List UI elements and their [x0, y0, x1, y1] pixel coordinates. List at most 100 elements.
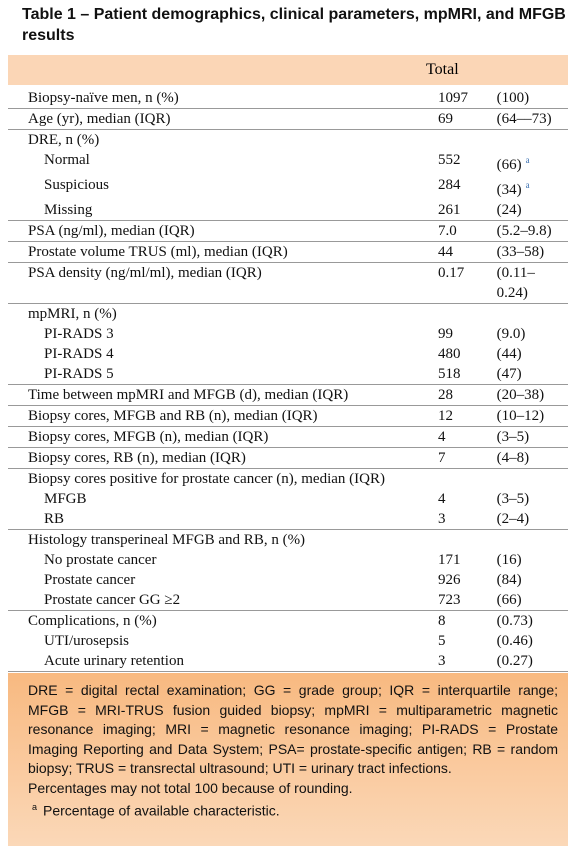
table-row: Biopsy cores positive for prostate cance…: [8, 469, 568, 490]
table-row: UTI/urosepsis 5 (0.46): [8, 631, 568, 651]
total-cell: 518: [437, 364, 497, 385]
row-label: Prostate cancer: [44, 572, 136, 588]
range-cell: (33–58): [496, 241, 568, 263]
range-value: (0.27): [496, 653, 533, 669]
total-value: 171: [437, 552, 461, 568]
total-value: 3: [437, 653, 446, 669]
label-cell: mpMRI, n (%): [8, 304, 438, 325]
total-cell: 69: [437, 108, 497, 130]
label-cell: RB: [8, 509, 438, 530]
table-row: mpMRI, n (%): [8, 304, 568, 325]
range-cell: (10–12): [496, 405, 568, 427]
row-label: Time between mpMRI and MFGB (d), median …: [28, 387, 349, 403]
total-cell: 7.0: [437, 220, 497, 242]
row-label: No prostate cancer: [44, 552, 157, 568]
range-cell: (0.11–0.24): [496, 262, 568, 304]
range-cell: (44): [497, 344, 568, 364]
label-cell: UTI/urosepsis: [8, 631, 438, 651]
row-label: Biopsy cores, RB (n), median (IQR): [28, 450, 246, 466]
total-cell: 28: [437, 384, 497, 406]
total-value: 1097: [437, 90, 468, 106]
table-row: Normal 552 (66) a: [8, 150, 568, 175]
table-row: Prostate volume TRUS (ml), median (IQR) 4…: [8, 241, 568, 263]
total-value: 8: [437, 613, 446, 629]
total-value: 5: [437, 633, 446, 649]
total-cell: 3: [437, 651, 497, 672]
row-label: RB: [44, 511, 65, 527]
footnote: a Percentage of available characteristic.: [28, 798, 558, 821]
range-value: (0.11–0.24): [496, 265, 535, 301]
table-row: PSA (ng/ml), median (IQR) 7.0 (5.2–9.8): [8, 220, 568, 242]
range-value: (64––73): [496, 111, 552, 127]
label-cell: Biopsy-naïve men, n (%): [8, 88, 438, 109]
total-cell: 4: [437, 426, 497, 448]
range-cell: (5.2–9.8): [496, 220, 568, 242]
range-value: (2–4): [496, 511, 530, 527]
range-value: (33–58): [496, 244, 545, 260]
label-cell: PSA (ng/ml), median (IQR): [8, 220, 438, 242]
range-value: (24): [496, 202, 522, 218]
table-row: Age (yr), median (IQR) 69 (64––73): [8, 108, 568, 130]
label-cell: Prostate cancer: [8, 570, 438, 590]
table-row: Prostate cancer 926 (84): [8, 570, 568, 590]
table-row: PI-RADS 3 99 (9.0): [8, 324, 568, 344]
table-row: Biopsy cores, MFGB (n), median (IQR) 4 (3–…: [8, 426, 568, 448]
row-label: mpMRI, n (%): [28, 306, 117, 322]
range-cell: [497, 469, 568, 490]
column-header: Total: [426, 61, 459, 78]
total-cell: 7: [437, 447, 497, 469]
range-cell: (66): [496, 590, 568, 611]
total-cell: 1097: [437, 88, 497, 109]
total-cell: 4: [438, 489, 497, 509]
table-row: Acute urinary retention 3 (0.27): [8, 651, 568, 672]
row-label: PSA density (ng/ml/ml), median (IQR): [28, 265, 262, 281]
data-table: Biopsy-naïve men, n (%) 1097 (100) Age (yr)…: [8, 88, 568, 672]
range-value: (0.46): [496, 633, 533, 649]
total-cell: [438, 304, 497, 325]
total-value: 3: [437, 511, 446, 527]
total-value: 7.0: [437, 223, 457, 239]
range-value: (4–8): [496, 450, 530, 466]
table-row: Biopsy cores, MFGB and RB (n), median (I…: [8, 405, 568, 427]
abbreviations: DRE = digital rectal examination; GG = g…: [28, 682, 558, 776]
range-value: (9.0): [496, 326, 526, 342]
row-label: Missing: [44, 202, 93, 218]
table-title: Table 1 – Patient demographics, clinical…: [22, 6, 566, 44]
range-cell: [497, 130, 568, 151]
total-value: 99: [437, 326, 453, 342]
range-cell: (64––73): [496, 108, 568, 130]
range-cell: (16): [497, 550, 568, 570]
range-cell: (0.73): [497, 611, 568, 632]
table-row: PI-RADS 5 518 (47): [8, 364, 568, 385]
range-cell: (84): [497, 570, 568, 590]
footer-band: DRE = digital rectal examination; GG = g…: [8, 673, 568, 846]
total-cell: 261: [437, 200, 497, 221]
label-cell: PI-RADS 3: [8, 324, 438, 344]
range-cell: (3–5): [496, 426, 568, 448]
range-value: (3–5): [496, 429, 530, 445]
table-row: RB 3 (2–4): [8, 509, 568, 530]
range-value: (34): [496, 182, 522, 198]
row-label: PSA (ng/ml), median (IQR): [28, 223, 195, 239]
range-value: (66): [496, 592, 522, 608]
range-cell: (66) a: [497, 150, 568, 175]
footnote-text: Percentage of available characteristic.: [43, 802, 280, 819]
label-cell: Age (yr), median (IQR): [8, 108, 438, 130]
total-value: 4: [437, 491, 446, 507]
total-value: 69: [437, 111, 453, 127]
total-cell: [438, 469, 497, 490]
row-label: Biopsy cores positive for prostate cance…: [28, 471, 385, 487]
label-cell: Prostate cancer GG ≥2: [8, 590, 438, 611]
range-cell: (34) a: [497, 175, 568, 200]
total-cell: 723: [437, 590, 497, 611]
total-value: 28: [437, 387, 453, 403]
total-value: 0.17: [437, 265, 465, 281]
range-value: (100): [496, 90, 530, 106]
total-cell: [438, 530, 497, 551]
range-value: (16): [496, 552, 522, 568]
range-cell: (100): [496, 88, 568, 109]
range-value: (3–5): [496, 491, 530, 507]
range-cell: (47): [496, 364, 568, 385]
range-cell: (24): [496, 200, 568, 221]
table-row: Suspicious 284 (34) a: [8, 175, 568, 200]
